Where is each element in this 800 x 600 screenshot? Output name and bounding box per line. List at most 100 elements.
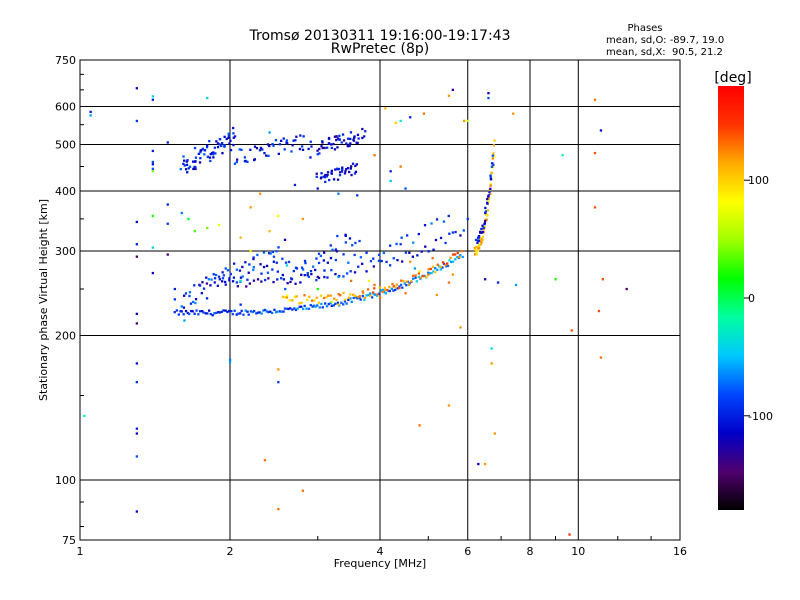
data-point — [353, 135, 356, 138]
data-point — [166, 253, 169, 256]
data-point — [235, 281, 238, 284]
data-point — [383, 291, 386, 294]
x-tick-label: 4 — [377, 545, 384, 558]
colorbar-label: [deg] — [714, 70, 751, 86]
data-point — [316, 275, 319, 279]
data-point — [389, 244, 392, 247]
data-point — [233, 162, 237, 165]
data-point — [333, 148, 337, 151]
data-point — [214, 152, 217, 155]
data-point — [303, 259, 307, 263]
data-point — [332, 142, 335, 146]
data-point — [239, 312, 242, 315]
data-point — [287, 307, 290, 311]
data-point — [266, 271, 270, 274]
data-point — [177, 313, 180, 316]
data-point — [359, 256, 362, 259]
data-point — [479, 230, 482, 234]
data-point — [350, 279, 353, 282]
data-point — [186, 311, 189, 315]
data-point — [193, 284, 196, 287]
data-point — [334, 302, 337, 305]
data-point — [240, 309, 243, 312]
data-point — [188, 165, 192, 168]
data-point — [352, 296, 355, 300]
data-point — [341, 133, 345, 136]
data-point — [342, 303, 345, 306]
data-point — [175, 309, 178, 312]
data-point — [285, 141, 288, 144]
data-point — [223, 135, 226, 138]
data-point — [217, 311, 220, 314]
data-point — [247, 313, 250, 316]
data-point — [384, 288, 387, 292]
data-point — [326, 261, 329, 264]
data-point — [215, 311, 218, 314]
data-point — [478, 247, 481, 250]
data-point — [327, 294, 330, 297]
data-point — [201, 310, 204, 313]
data-point — [259, 146, 263, 150]
data-point — [336, 234, 339, 238]
data-point — [271, 250, 274, 254]
data-point — [249, 310, 253, 313]
data-point — [306, 272, 309, 275]
data-point — [183, 159, 186, 162]
data-point — [329, 256, 333, 260]
data-point — [441, 261, 445, 264]
data-point — [212, 153, 215, 156]
data-point — [486, 209, 490, 212]
data-point — [187, 167, 190, 170]
data-point — [243, 156, 246, 159]
data-point — [288, 299, 291, 302]
data-point — [331, 248, 334, 251]
data-point — [197, 313, 200, 316]
data-point — [283, 307, 287, 310]
data-point — [245, 285, 248, 288]
axis-ticks: 1 2 4 6 8 10 16 75 100 200 300 400 500 600 750 — [55, 54, 687, 558]
title-line-1: Tromsø 20130311 19:16:00-19:17:43 — [249, 28, 511, 44]
data-point — [210, 278, 213, 281]
data-point — [399, 119, 402, 123]
data-point — [338, 138, 341, 141]
data-point — [324, 173, 327, 177]
data-point — [448, 259, 451, 262]
data-point — [263, 459, 267, 462]
data-point — [394, 121, 397, 124]
data-point — [484, 211, 487, 215]
data-point — [255, 147, 259, 150]
data-point — [491, 162, 494, 165]
data-point — [330, 300, 333, 304]
data-point — [354, 296, 357, 299]
data-point — [466, 119, 469, 123]
data-point — [224, 267, 227, 270]
data-point — [274, 139, 278, 142]
data-point — [423, 224, 427, 227]
data-point — [337, 303, 340, 306]
data-point — [599, 129, 603, 132]
data-point — [474, 253, 477, 256]
data-point — [479, 243, 482, 246]
data-point — [347, 137, 350, 140]
data-point — [260, 272, 263, 275]
data-point — [439, 265, 442, 268]
data-point — [292, 269, 295, 273]
data-point — [198, 161, 202, 164]
data-point — [371, 296, 374, 299]
data-point — [480, 241, 483, 244]
data-point — [462, 229, 465, 232]
data-point — [389, 179, 392, 183]
data-point — [349, 270, 352, 273]
data-point — [460, 250, 463, 253]
data-point — [267, 310, 270, 314]
data-point — [246, 160, 249, 163]
data-point — [239, 279, 242, 282]
data-point — [487, 194, 490, 197]
colorbar-tick-label: 100 — [748, 174, 769, 187]
data-point — [481, 224, 484, 227]
data-point — [251, 310, 254, 314]
data-point — [324, 180, 327, 184]
data-point — [321, 146, 324, 150]
data-point — [367, 293, 370, 297]
data-point — [367, 288, 370, 291]
